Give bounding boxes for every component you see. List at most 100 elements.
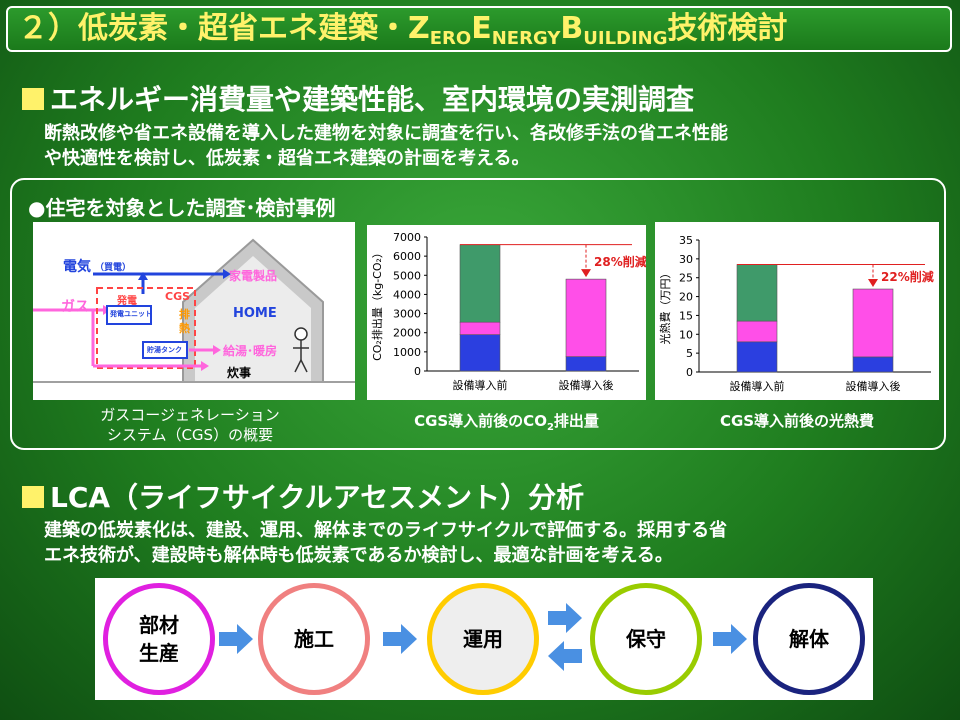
reduction-label: 28%削減 [594, 254, 646, 269]
title-b: B [560, 11, 584, 46]
home-label: HOME [233, 306, 277, 321]
section2-body-line1: 建築の低炭素化は、建設、運用、解体までのライフサイクルで評価する。採用する省 [44, 520, 728, 541]
cgs-caption: ガスコージェネレーション システム（CGS）の概要 [60, 405, 320, 445]
y-tick-label: 35 [679, 234, 693, 247]
co2-caption-pre: CGS導入前後のCO [414, 412, 547, 430]
section2-body: 建築の低炭素化は、建設、運用、解体までのライフサイクルで評価する。採用する省 エ… [44, 518, 944, 568]
case-study-heading: ●住宅を対象とした調査･検討事例 [28, 196, 336, 220]
reduction-label: 22%削減 [881, 269, 934, 284]
title-e: E [471, 11, 492, 46]
y-tick-label: 7000 [393, 231, 421, 244]
title-ero: ERO [429, 28, 472, 49]
bar-segment [459, 244, 501, 323]
y-tick-label: 30 [679, 253, 693, 266]
electricity-label: 電気 [63, 259, 91, 275]
arrow-left-icon [548, 641, 582, 671]
cgs-diagram: 電気 （買電） ガス 発電 CGS 発電ユニット 排熱 貯湯タンク 家電製品 H… [33, 222, 355, 400]
gas-label: ガス [61, 299, 89, 315]
bar-segment [565, 278, 607, 357]
square-bullet-icon [22, 486, 44, 508]
y-tick-label: 4000 [393, 288, 421, 301]
reduction-arrow-icon [581, 269, 591, 278]
cost-chart: 0 5 10 15 20 25 30 35 光熱費（万円） 設備導入前 設備導入後 22%削減 [655, 222, 939, 400]
section1-body-line1: 断熱改修や省エネ設備を導入した建物を対象に調査を行い、各改修手法の省エネ性能 [44, 123, 728, 144]
title-nergy: NERGY [491, 28, 561, 49]
exhaust-heat-label: 排熱 [179, 308, 190, 335]
y-tick-label: 15 [679, 309, 693, 322]
y-axis-label: CO₂排出量（kg-CO₂） [370, 247, 384, 361]
bar-segment [736, 341, 778, 373]
lca-step-demolition: 解体 [753, 583, 865, 695]
bar-segment [852, 356, 894, 373]
lca-step-material: 部材 生産 [103, 583, 215, 695]
title-uilding: UILDING [583, 28, 668, 49]
co2-caption-sub: 2 [546, 422, 554, 433]
lca-step-maintenance: 保守 [590, 583, 702, 695]
lca-step-demolition-label: 解体 [789, 627, 829, 651]
co2-chart-svg: 0 1000 2000 3000 4000 5000 6000 7000 CO₂排出量（kg-C… [370, 231, 647, 392]
lca-flow: 部材生産 施工 運用 保守 解体 [95, 578, 873, 700]
purchased-label: （買電） [95, 263, 132, 273]
arrow-right-icon [219, 624, 253, 654]
title-suffix: 技術検討 [667, 11, 788, 46]
cost-chart-svg: 0 5 10 15 20 25 30 35 光熱費（万円） 設備導入前 設備導入後 22%削減 [658, 234, 934, 393]
lca-step-construction-label: 施工 [294, 627, 334, 651]
y-tick-label: 5 [686, 347, 693, 360]
x-tick-label: 設備導入前 [453, 378, 508, 392]
hot-water-label: 給湯･暖房 [223, 344, 278, 358]
y-tick-label: 2000 [393, 327, 421, 340]
cgs-caption-line2: システム（CGS）の概要 [106, 426, 274, 444]
co2-chart: 0 1000 2000 3000 4000 5000 6000 7000 CO₂排出量（kg-C… [367, 225, 647, 400]
generation-label: 発電 [117, 296, 137, 307]
bar-segment [852, 288, 894, 358]
y-tick-label: 0 [414, 365, 421, 378]
y-tick-label: 1000 [393, 346, 421, 359]
bar-segment [736, 320, 778, 343]
square-bullet-icon [22, 88, 44, 110]
y-tick-label: 0 [686, 366, 693, 379]
x-tick-label: 設備導入後 [846, 379, 901, 393]
reduction-arrow-icon [868, 279, 878, 288]
bar-segment [736, 264, 778, 322]
arrow-right-icon [548, 603, 582, 633]
section2-heading-text: LCA（ライフサイクルアセスメント）分析 [50, 481, 585, 514]
y-tick-label: 5000 [393, 269, 421, 282]
section1-heading: エネルギー消費量や建築性能、室内環境の実測調査 [22, 78, 694, 118]
y-tick-label: 6000 [393, 250, 421, 263]
section1-heading-text: エネルギー消費量や建築性能、室内環境の実測調査 [50, 83, 695, 116]
tank-label: 貯湯タンク [147, 346, 182, 354]
lca-step-material-line2: 生産 [139, 641, 179, 665]
y-tick-label: 20 [679, 291, 693, 304]
slide-title: ２）低炭素・超省エネ建築・ZEROENERGYBUILDING技術検討 [6, 6, 952, 52]
x-tick-label: 設備導入後 [559, 378, 614, 392]
cooking-label: 炊事 [227, 366, 252, 380]
bar-segment [459, 321, 501, 335]
section1-body: 断熱改修や省エネ設備を導入した建物を対象に調査を行い、各改修手法の省エネ性能 や… [44, 121, 944, 171]
lca-step-material-line1: 部材 [139, 613, 179, 637]
co2-caption: CGS導入前後のCO2排出量 [367, 410, 646, 433]
unit-label: 発電ユニット [110, 310, 152, 318]
lca-step-maintenance-label: 保守 [626, 627, 666, 651]
cgs-label: CGS [165, 290, 191, 303]
lca-step-operation: 運用 [427, 583, 539, 695]
title-z: Z [408, 11, 430, 46]
arrow-right-icon [383, 624, 417, 654]
case-study-panel [10, 178, 946, 450]
co2-caption-post: 排出量 [553, 412, 599, 430]
arrow-right-icon [713, 624, 747, 654]
appliances-label: 家電製品 [229, 269, 278, 283]
lca-step-construction: 施工 [258, 583, 370, 695]
cost-caption: CGS導入前後の光熱費 [719, 412, 875, 430]
cgs-caption-line1: ガスコージェネレーション [100, 406, 280, 424]
y-axis-label: 光熱費（万円） [658, 268, 672, 345]
section2-body-line2: エネ技術が、建設時も解体時も低炭素であるか検討し、最適な計画を考える。 [44, 545, 673, 566]
title-prefix: ２）低炭素・超省エネ建築・ [18, 11, 408, 46]
lca-step-operation-label: 運用 [463, 627, 503, 651]
y-tick-label: 10 [679, 328, 693, 341]
y-tick-label: 3000 [393, 308, 421, 321]
y-tick-label: 25 [679, 272, 693, 285]
bar-segment [459, 334, 501, 372]
section1-body-line2: や快適性を検討し、低炭素・超省エネ建築の計画を考える。 [44, 148, 530, 169]
bar-segment [565, 356, 607, 372]
section2-heading: LCA（ライフサイクルアセスメント）分析 [22, 476, 584, 516]
